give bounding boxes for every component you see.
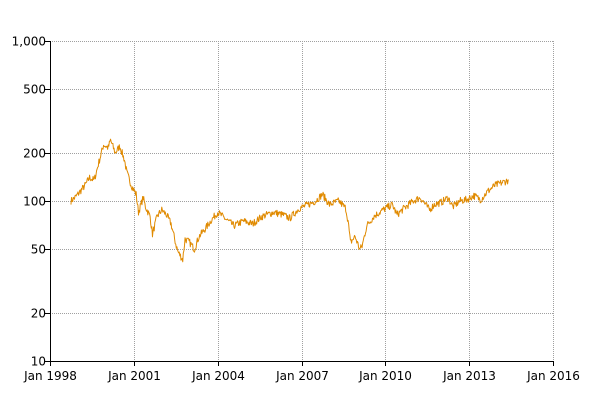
- series-layer: [70, 138, 509, 263]
- x-tick-label: Jan 2010: [358, 369, 412, 383]
- y-tick-label: 500: [23, 83, 46, 97]
- grid-layer: [50, 41, 554, 362]
- x-tick-label: Jan 2016: [526, 369, 580, 383]
- y-tick-label: 1,000: [12, 35, 46, 49]
- y-tick-label: 50: [31, 243, 46, 257]
- y-tick-label: 200: [23, 147, 46, 161]
- axis-layer: [45, 41, 554, 366]
- series-line: [70, 138, 509, 263]
- x-tick-label: Jan 2004: [191, 369, 245, 383]
- y-tick-label: 10: [31, 355, 46, 369]
- x-tick-label: Jan 1998: [23, 369, 77, 383]
- x-tick-label: Jan 2001: [107, 369, 161, 383]
- x-tick-label: Jan 2007: [275, 369, 329, 383]
- y-tick-label: 100: [23, 195, 46, 209]
- x-tick-label: Jan 2013: [442, 369, 496, 383]
- y-tick-label: 20: [31, 307, 46, 321]
- tick-label-layer: 10 20 50 100 200 500 1,000 Jan 1998 Jan 2001 Jan …: [12, 35, 580, 384]
